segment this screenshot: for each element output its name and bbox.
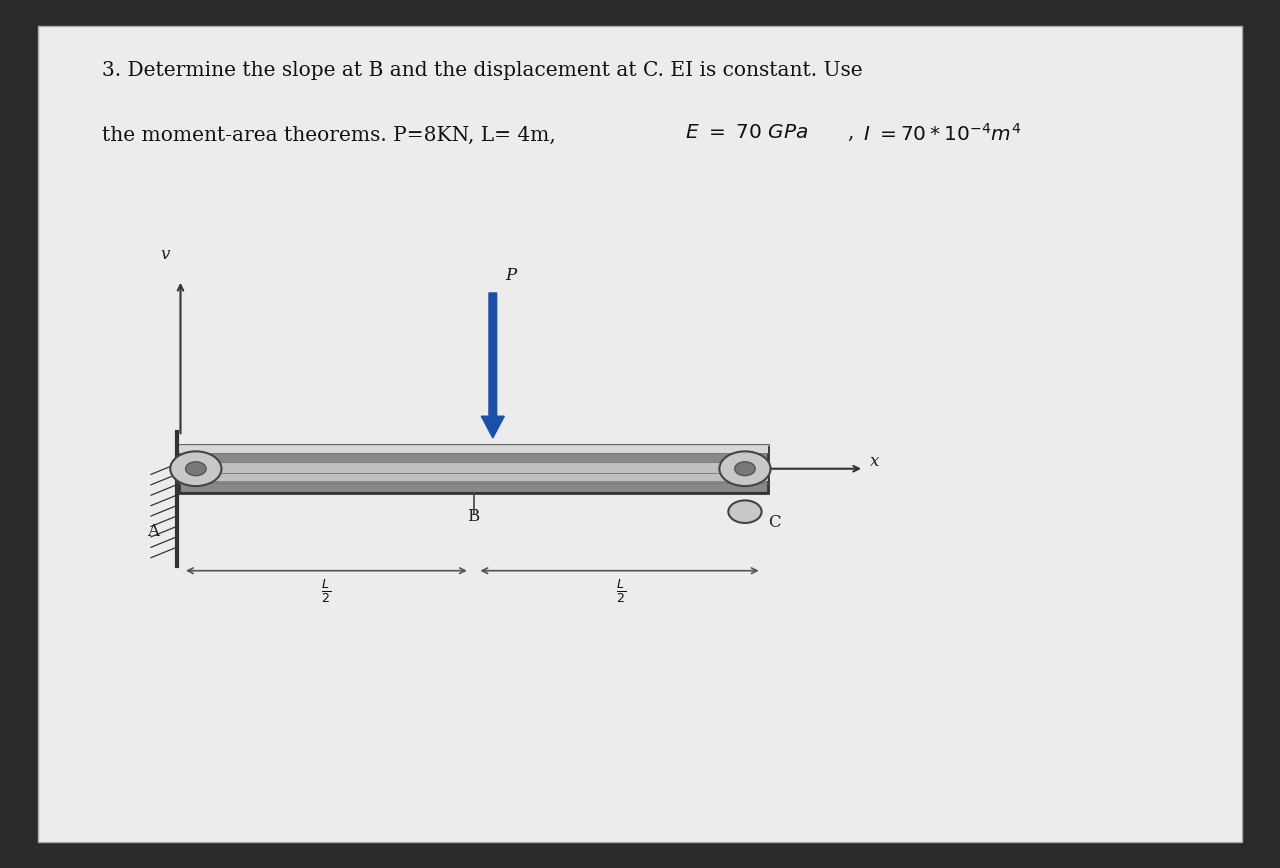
Text: v: v — [160, 246, 170, 262]
Circle shape — [719, 451, 771, 486]
Text: B: B — [467, 509, 480, 525]
Text: C: C — [768, 514, 781, 531]
FancyArrow shape — [481, 293, 504, 437]
Text: x: x — [870, 453, 879, 470]
Text: $\frac{L}{2}$: $\frac{L}{2}$ — [321, 578, 332, 606]
Text: P: P — [506, 267, 517, 284]
Bar — [179, 444, 768, 453]
Text: $E\ =\ 70\ \mathit{GPa}$: $E\ =\ 70\ \mathit{GPa}$ — [685, 123, 808, 142]
Bar — [179, 444, 768, 493]
Bar — [179, 462, 768, 481]
Text: $I\ =70*10^{-4}m^{4}$: $I\ =70*10^{-4}m^{4}$ — [863, 123, 1021, 145]
Circle shape — [170, 451, 221, 486]
Circle shape — [728, 500, 762, 523]
Text: the moment-area theorems. P=8KN, L= 4m,: the moment-area theorems. P=8KN, L= 4m, — [102, 126, 556, 145]
Text: $\frac{L}{2}$: $\frac{L}{2}$ — [616, 578, 626, 606]
Circle shape — [735, 462, 755, 476]
Text: A: A — [147, 523, 159, 540]
Circle shape — [186, 462, 206, 476]
Text: 3. Determine the slope at B and the displacement at C. EI is constant. Use: 3. Determine the slope at B and the disp… — [102, 61, 863, 80]
Text: ,: , — [847, 123, 854, 142]
